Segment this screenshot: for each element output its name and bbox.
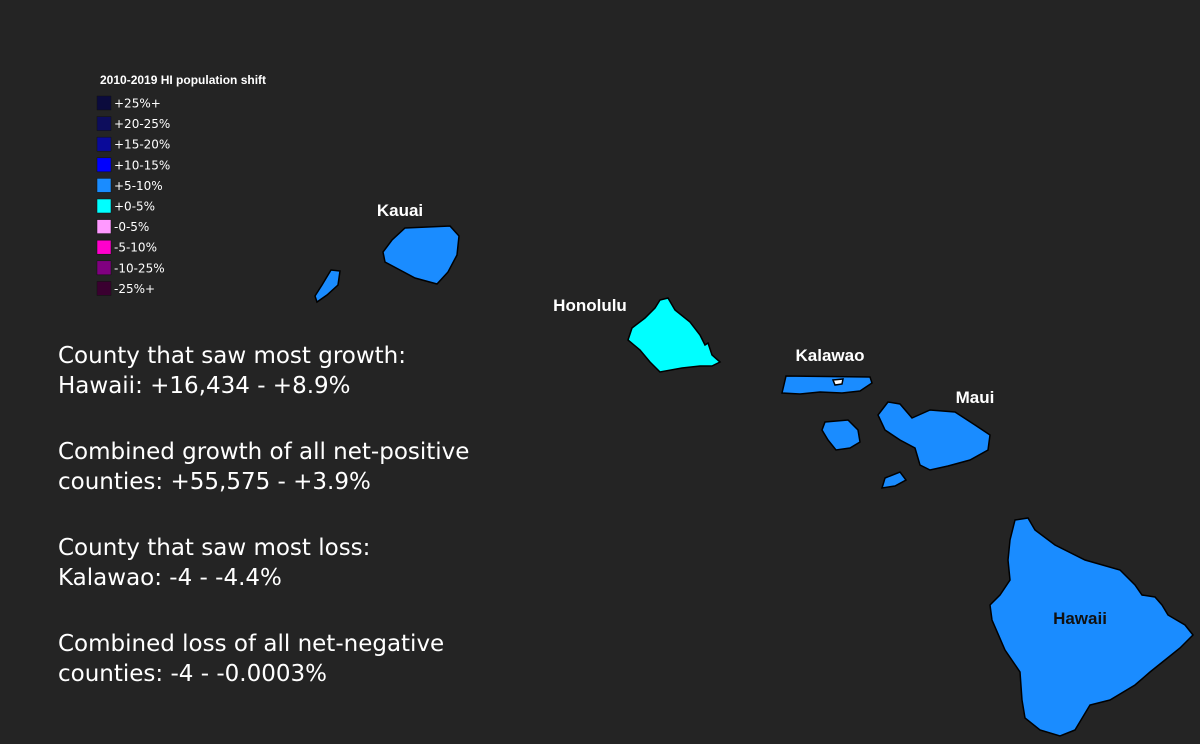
county-label: Kalawao [796, 346, 865, 365]
legend-label: -10-25% [114, 261, 165, 275]
legend-swatch [96, 178, 112, 193]
county-label: Hawaii [1053, 609, 1107, 628]
legend-label: +25%+ [114, 97, 161, 111]
legend-swatch [96, 116, 112, 131]
legend: 2010-2019 HI population shift +25%+ +20-2… [96, 73, 266, 296]
legend-swatch [96, 198, 112, 214]
legend-swatch [96, 281, 112, 296]
legend-swatch [96, 157, 112, 173]
hawaii-island [989, 517, 1195, 737]
legend-swatch [96, 219, 112, 234]
stat-line: Kalawao: -4 - -4.4% [58, 565, 282, 591]
stats: County that saw most growth: Hawaii: +16,… [58, 343, 469, 687]
oahu-island [627, 297, 722, 373]
legend-label: +15-20% [114, 138, 170, 152]
islands [314, 225, 1195, 737]
legend-swatch [96, 260, 112, 276]
stat-line: Combined growth of all net-positive [58, 439, 469, 465]
legend-label: -5-10% [114, 241, 157, 255]
legend-label: +10-15% [114, 158, 170, 172]
lanai-island [821, 419, 861, 451]
stat-line: County that saw most growth: [58, 343, 406, 369]
stat-line: counties: +55,575 - +3.9% [58, 469, 371, 495]
stat-line: counties: -4 - -0.0003% [58, 661, 327, 687]
county-label: Maui [956, 388, 995, 407]
stat-line: County that saw most loss: [58, 535, 370, 561]
legend-swatch [96, 136, 112, 152]
county-labels: Kauai Honolulu Kalawao Maui Hawaii [377, 201, 1107, 628]
legend-swatch [96, 95, 112, 111]
county-label: Honolulu [553, 296, 627, 315]
kalaupapa [831, 378, 844, 386]
legend-label: -25%+ [114, 282, 155, 296]
legend-label: +0-5% [114, 200, 155, 214]
legend-label: +20-25% [114, 117, 170, 131]
niihau [314, 269, 341, 304]
legend-title: 2010-2019 HI population shift [100, 73, 266, 87]
legend-swatch [96, 239, 112, 255]
legend-label: -0-5% [114, 220, 149, 234]
stat-line: Combined loss of all net-negative [58, 631, 444, 657]
maui-island [877, 401, 991, 471]
kahoolawe-island [880, 471, 908, 489]
molokai-island [781, 375, 873, 395]
legend-label: +5-10% [114, 179, 163, 193]
kauai-island [382, 225, 460, 285]
county-label: Kauai [377, 201, 423, 220]
stat-line: Hawaii: +16,434 - +8.9% [58, 373, 351, 399]
